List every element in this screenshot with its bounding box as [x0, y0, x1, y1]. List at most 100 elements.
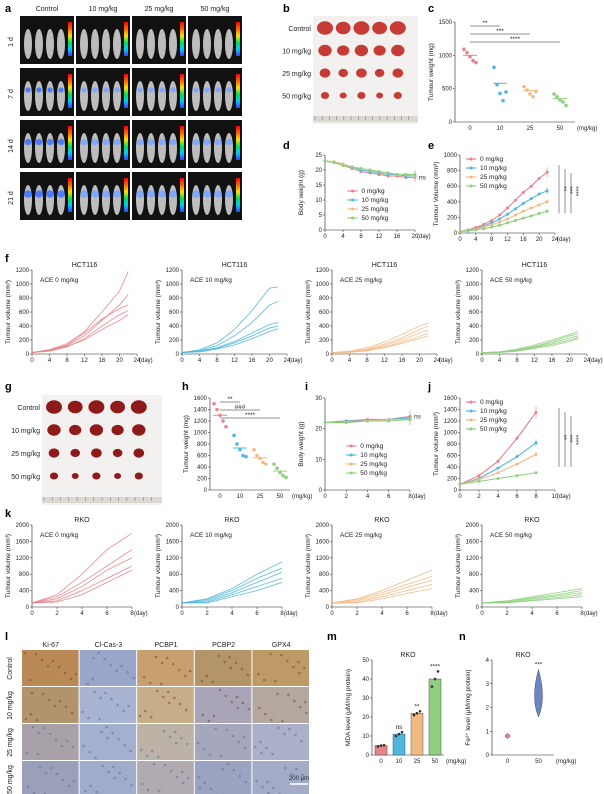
ihc-cell-dot	[174, 741, 178, 745]
y-tick-label: 1200	[316, 268, 330, 274]
mouse-silhouette	[57, 185, 65, 215]
bioluminescence-signal	[35, 138, 43, 146]
panel-panel_b-tumour-photo: Control 10 mg/kg 25 mg/kg 50 mg/kg	[282, 16, 418, 124]
legend-label: 10 mg/kg	[360, 452, 387, 459]
y-axis-label: Tumour volume (mm³)	[155, 280, 162, 344]
data-point	[528, 92, 532, 96]
series-line	[331, 584, 433, 604]
bioluminescence-signal	[114, 87, 120, 93]
y-tick-label: 0	[449, 120, 453, 126]
data-point	[506, 212, 509, 216]
y-tick-label: 1600	[466, 539, 480, 545]
mouse-silhouette	[91, 185, 99, 215]
bioluminescence-signal	[193, 87, 199, 93]
photo-row-label: 10 mg/kg	[11, 428, 40, 435]
y-tick-label: 10	[362, 734, 369, 740]
series-line	[331, 575, 433, 604]
y-tick-label: 0	[454, 231, 458, 237]
ihc-cell-dot	[168, 735, 172, 739]
y-tick-label: 1500	[439, 20, 453, 26]
x-tick-label: 4	[366, 494, 370, 500]
ihc-cell-dot	[211, 680, 215, 684]
y-tick-label: 1200	[166, 268, 180, 274]
data-point	[241, 453, 245, 458]
bioluminescence-signal	[113, 138, 121, 146]
bioluminescence-signal	[80, 138, 88, 146]
mouse-silhouette	[102, 81, 110, 111]
x-axis-unit: (day)	[557, 494, 571, 500]
tumour-specimen	[70, 448, 80, 458]
ihc-cell-dot	[231, 734, 235, 738]
data-point	[400, 730, 404, 734]
data-point	[258, 456, 262, 461]
bioluminescence-signal	[103, 87, 109, 93]
ihc-cell-dot	[155, 689, 159, 693]
x-tick-label: 8	[215, 358, 219, 364]
bioluminescence-signal	[203, 138, 211, 146]
ihc-tile	[137, 687, 194, 723]
y-tick-label: 2000	[16, 523, 30, 529]
mouse-silhouette	[113, 133, 121, 163]
legend-marker	[349, 453, 353, 457]
ihc-cell-dot	[81, 710, 84, 714]
ihc-cell-dot	[303, 666, 306, 670]
ihc-cell-dot	[88, 750, 91, 754]
mouse-silhouette	[203, 133, 211, 163]
ihc-cell-dot	[140, 782, 144, 786]
chart-series-label: ACE 10 mg/kg	[190, 532, 232, 539]
ihc-cell-dot	[238, 774, 242, 778]
ihc-tile	[22, 650, 79, 686]
y-tick-label: 0	[26, 605, 30, 611]
ihc-cell-dot	[51, 659, 55, 663]
series-line	[181, 328, 279, 354]
color-scale-bar	[68, 126, 72, 160]
ihc-cell-dot	[143, 709, 147, 713]
ihc-cell-dot	[130, 783, 133, 787]
ihc-cell-dot	[127, 704, 130, 708]
bioluminescence-signal	[47, 87, 53, 93]
x-category-label: 25	[414, 759, 421, 765]
mouse-silhouette	[24, 185, 32, 215]
y-tick-label: 1600	[194, 396, 208, 402]
tumour-specimen	[389, 21, 406, 35]
tumour-specimen	[133, 448, 145, 458]
y-tick-label: 30	[315, 396, 322, 402]
data-point	[284, 475, 288, 480]
ihc-cell-dot	[64, 705, 68, 709]
ihc-cell-dot	[122, 709, 125, 713]
mouse-silhouette	[24, 81, 32, 111]
ihc-cell-dot	[109, 663, 112, 667]
ihc-cell-dot	[31, 725, 35, 729]
ihc-cell-dot	[42, 726, 46, 730]
ihc-cell-dot	[202, 747, 206, 751]
ihc-cell-dot	[156, 755, 160, 759]
y-tick-label: 600	[197, 454, 208, 460]
ihc-cell-dot	[237, 740, 241, 744]
chart-j: 0 200 400 600 800 1000 1200 1400 1600 Tumour volu…	[433, 396, 579, 500]
chart-title: HCT116	[372, 262, 398, 269]
legend-label: 10 mg/kg	[480, 165, 507, 172]
y-tick-label: 20	[362, 715, 369, 721]
mouse-silhouette	[46, 81, 54, 111]
ihc-cell-dot	[86, 682, 89, 686]
x-axis-unit: (day)	[139, 358, 153, 364]
bioluminescence-signal	[169, 138, 177, 146]
ihc-cell-dot	[214, 727, 218, 731]
data-point	[555, 94, 559, 99]
ihc-cell-dot	[157, 789, 161, 793]
data-point	[515, 462, 519, 466]
chart-series-label: ACE 50 mg/kg	[490, 532, 532, 539]
ihc-cell-dot	[152, 762, 156, 766]
ihc-cell-dot	[163, 763, 167, 767]
tumour-specimen	[317, 21, 333, 35]
mouse-silhouette	[147, 133, 155, 163]
ihc-cell-dot	[167, 701, 171, 705]
mouse-silhouette	[169, 81, 177, 111]
panel-a-column-label: 25 mg/kg	[145, 6, 174, 13]
mouse-silhouette	[158, 185, 166, 215]
significance-label: **	[227, 396, 233, 403]
tumour-specimen	[337, 45, 350, 56]
y-tick-label: 25	[315, 153, 322, 159]
chart-series-label: ACE 25 mg/kg	[340, 277, 382, 284]
x-tick-label: 20	[412, 234, 419, 240]
